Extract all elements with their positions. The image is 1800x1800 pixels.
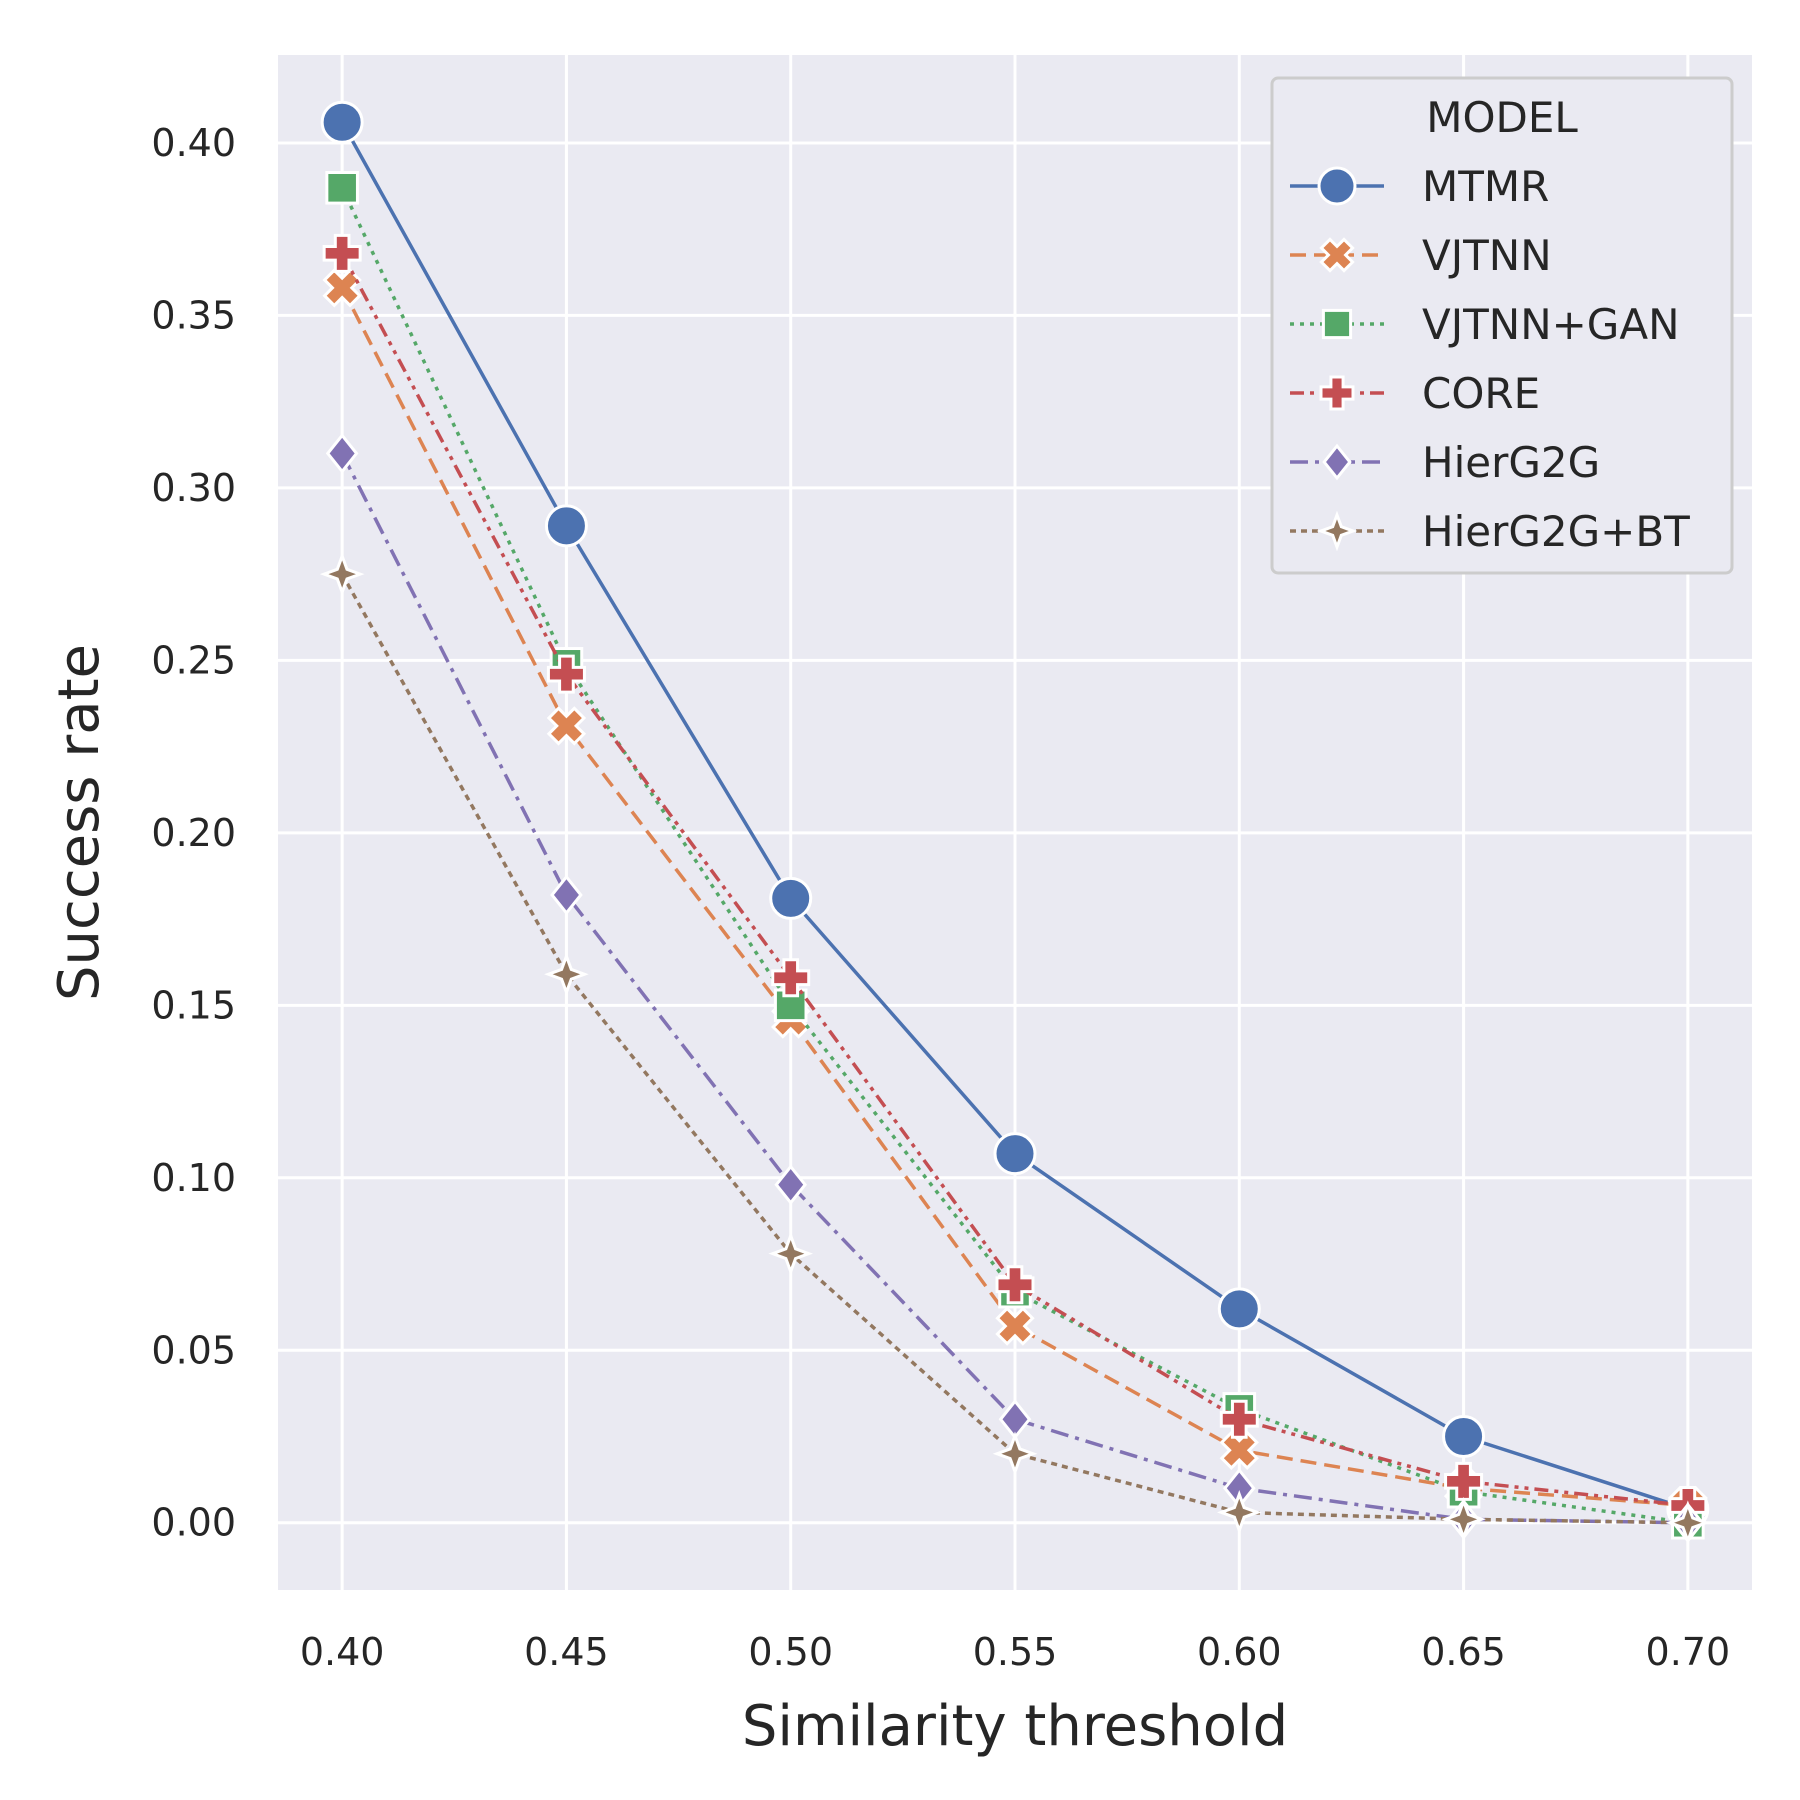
legend-entry: MTMR (1290, 162, 1549, 211)
data-point (771, 958, 811, 998)
legend-label: HierG2G (1422, 438, 1600, 487)
y-tick-label: 0.30 (151, 466, 236, 510)
data-point (546, 654, 586, 694)
data-point (1217, 1287, 1261, 1331)
data-point (1219, 1399, 1259, 1439)
legend-marker (1319, 375, 1355, 411)
data-point (325, 433, 359, 474)
legend-marker (1322, 443, 1352, 481)
legend: MODEL MTMR VJTNN VJTNN+GAN CORE HierG2G HierG… (1270, 76, 1734, 575)
x-tick-label: 0.55 (973, 1630, 1058, 1674)
data-point (1442, 1415, 1486, 1458)
data-point (1441, 1496, 1486, 1542)
data-point (995, 1306, 1035, 1346)
data-point (550, 874, 583, 916)
data-point (993, 1132, 1037, 1176)
legend-entry: CORE (1290, 369, 1540, 418)
legend-entry: VJTNN+GAN (1290, 300, 1680, 349)
legend-label: HierG2G+BT (1422, 507, 1690, 556)
y-tick-label: 0.40 (151, 121, 236, 165)
x-tick-label: 0.50 (748, 1630, 833, 1674)
y-tick-label: 0.25 (151, 638, 236, 682)
legend-entry: HierG2G+BT (1290, 507, 1690, 556)
x-tick-label: 0.45 (524, 1630, 609, 1674)
series-hierg2g-bt (319, 551, 1711, 1546)
data-point (768, 1231, 814, 1277)
x-axis-title: Similarity threshold (742, 1694, 1288, 1759)
legend-marker (1316, 510, 1358, 552)
y-axis-title: Success rate (47, 644, 112, 1001)
tick-labels: 0.40 0.45 0.50 0.55 0.60 0.65 0.70 0.00 0.05 0.10… (151, 121, 1730, 1674)
legend-marker (1321, 308, 1353, 340)
data-point (995, 1265, 1035, 1305)
y-tick-label: 0.20 (151, 811, 236, 855)
data-point (546, 706, 587, 746)
data-point (992, 1431, 1038, 1477)
legend-title: MODEL (1426, 93, 1578, 142)
legend-box (1270, 76, 1734, 575)
y-tick-label: 0.05 (151, 1328, 236, 1372)
y-tick-label: 0.35 (151, 293, 236, 337)
data-point (325, 171, 359, 205)
legend-marker (1319, 237, 1355, 273)
data-point (320, 100, 364, 144)
y-tick-label: 0.15 (151, 983, 236, 1027)
data-point (319, 551, 365, 597)
legend-entry: VJTNN (1290, 231, 1552, 280)
x-tick-label: 0.65 (1421, 1630, 1506, 1674)
legend-label: CORE (1422, 369, 1540, 418)
x-tick-label: 0.70 (1646, 1630, 1731, 1674)
y-tick-label: 0.00 (151, 1501, 236, 1545)
legend-label: MTMR (1422, 162, 1549, 211)
data-point (769, 876, 813, 920)
data-point (1444, 1461, 1484, 1501)
x-tick-label: 0.40 (300, 1630, 385, 1674)
data-point (1216, 1490, 1262, 1535)
series-layer (319, 100, 1711, 1546)
legend-label: VJTNN (1422, 231, 1552, 280)
data-point (544, 951, 589, 997)
y-tick-label: 0.10 (151, 1156, 236, 1200)
data-point (774, 1164, 808, 1206)
data-point (544, 504, 588, 548)
data-point (1665, 1500, 1711, 1546)
x-tick-label: 0.60 (1197, 1630, 1282, 1674)
data-point (322, 233, 362, 273)
legend-entry: HierG2G (1290, 438, 1600, 487)
legend-marker (1317, 166, 1357, 206)
legend-label: VJTNN+GAN (1422, 300, 1680, 349)
